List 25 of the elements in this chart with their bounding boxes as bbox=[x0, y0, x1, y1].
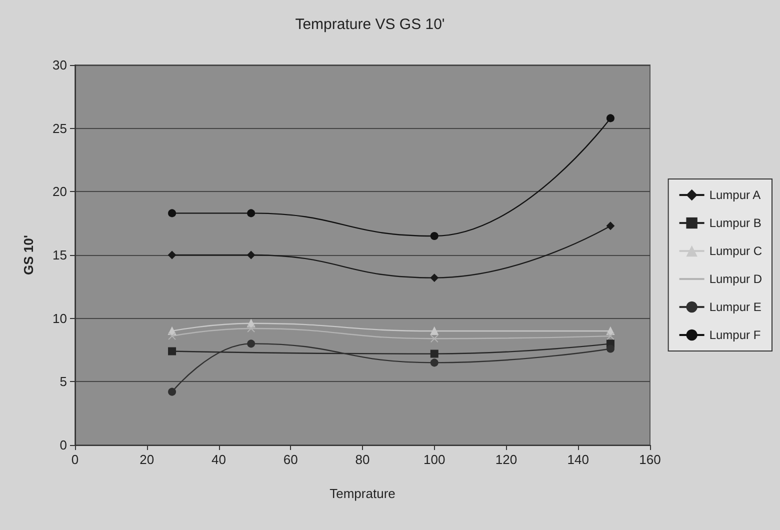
y-tick-label: 30 bbox=[52, 58, 67, 72]
y-axis-title: GS 10' bbox=[21, 235, 36, 275]
legend-label: Lumpur E bbox=[709, 300, 762, 314]
legend-label: Lumpur C bbox=[709, 244, 762, 258]
legend-label: Lumpur B bbox=[709, 216, 762, 230]
y-tick-label: 5 bbox=[60, 374, 67, 390]
x-tick-label: 40 bbox=[212, 452, 226, 467]
y-tick-label: 0 bbox=[60, 438, 67, 452]
x-tick-label: 60 bbox=[283, 452, 298, 467]
x-tick-label: 20 bbox=[140, 452, 154, 467]
x-tick-label: 80 bbox=[355, 452, 370, 467]
x-tick-label: 100 bbox=[424, 452, 446, 467]
legend-label: Lumpur F bbox=[709, 328, 761, 342]
x-axis-title: Temprature bbox=[330, 486, 396, 501]
chart-title: Temprature VS GS 10' bbox=[295, 16, 445, 33]
x-tick-label: 140 bbox=[567, 452, 589, 467]
legend-label: Lumpur A bbox=[709, 188, 761, 202]
x-tick-label: 160 bbox=[639, 452, 661, 467]
y-tick-label: 15 bbox=[52, 248, 67, 262]
legend-label: Lumpur D bbox=[709, 272, 762, 286]
x-tick-label: 120 bbox=[495, 452, 518, 467]
x-tick-label: 0 bbox=[71, 452, 79, 467]
y-tick-label: 20 bbox=[52, 184, 67, 200]
y-tick-label: 10 bbox=[52, 310, 67, 326]
y-tick-label: 25 bbox=[52, 120, 67, 136]
